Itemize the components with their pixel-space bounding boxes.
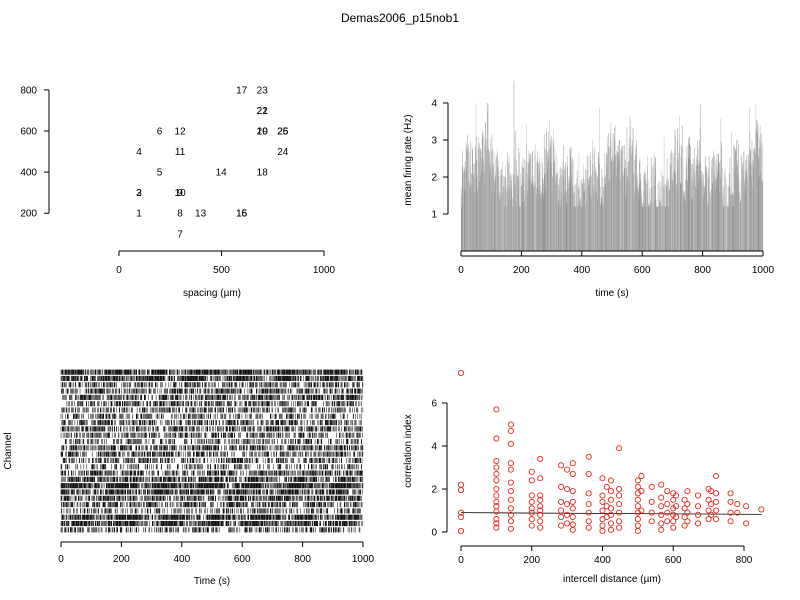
raster-rows xyxy=(60,369,364,533)
electrode-label: 14 xyxy=(216,168,228,179)
rate-x-axis-title: time (s) xyxy=(595,288,628,299)
rate-x-tick-label: 200 xyxy=(513,265,530,276)
raster-channel-row xyxy=(61,420,362,426)
electrode-layout-panel: spacing (µm) 0 500 10002004006008001234567… xyxy=(20,85,335,299)
rate-y-tick-label: 2 xyxy=(431,173,437,184)
electrode-label: 16 xyxy=(236,209,248,220)
rate-y-tick-label: 1 xyxy=(431,210,437,221)
electrode-label: 13 xyxy=(195,209,207,220)
raster-channel-row xyxy=(64,438,362,445)
electrode-label: 22 xyxy=(257,106,269,117)
electrode-label: 23 xyxy=(257,85,269,96)
electrode-label: 19 xyxy=(257,127,269,138)
raster-channel-row xyxy=(62,394,363,400)
rate-x-tick-label: 1000 xyxy=(752,265,775,276)
firing-rate-panel: time (s) mean firing rate (Hz) 0 200 400 60… xyxy=(403,80,775,299)
electrode-label: 24 xyxy=(277,147,289,158)
electrode-label: 15 xyxy=(236,209,248,220)
electrode-label: 12 xyxy=(175,127,187,138)
electrode-label: 9 xyxy=(177,188,183,199)
layout-y-tick-label: 800 xyxy=(20,85,37,96)
raster-channel-row xyxy=(61,388,363,394)
raster-channel-row xyxy=(60,413,362,419)
electrode-label: 7 xyxy=(177,229,183,240)
raster-channel-row xyxy=(60,375,364,382)
rate-x-tick-label: 800 xyxy=(694,265,711,276)
electrode-label: 8 xyxy=(177,209,183,220)
raster-channel-row xyxy=(60,432,363,438)
electrode-label: 3 xyxy=(136,188,142,199)
electrode-label: 5 xyxy=(157,168,163,179)
raster-channel-row xyxy=(60,369,363,375)
raster-channel-row xyxy=(66,401,362,407)
raster-x-axis-title: Time (s) xyxy=(194,576,230,587)
rate-x-tick-label: 0 xyxy=(458,265,464,276)
layout-x-tick-label: 1000 xyxy=(313,265,336,276)
raster-channel-row xyxy=(61,407,364,413)
electrode-label: 17 xyxy=(236,85,248,96)
rate-y-tick-label: 4 xyxy=(431,99,437,110)
layout-y-tick-label: 600 xyxy=(20,127,37,138)
layout-y-tick-label: 400 xyxy=(20,168,37,179)
spike-raster-panel: Time (s) Channel 0 200 400 600 800 1000 xyxy=(3,369,375,587)
electrode-label: 2 xyxy=(136,188,142,199)
electrode-label: 21 xyxy=(257,106,269,117)
layout-y-tick-label: 200 xyxy=(20,209,37,220)
electrode-label: 1 xyxy=(136,209,142,220)
layout-x-tick-label: 0 xyxy=(116,265,122,276)
electrode-label: 11 xyxy=(175,147,186,158)
figure-title: Demas2006_p15nob1 xyxy=(341,11,459,25)
electrode-label: 6 xyxy=(157,127,163,138)
raster-channel-row xyxy=(60,426,363,432)
rate-bars xyxy=(460,80,764,251)
rate-y-axis-title: mean firing rate (Hz) xyxy=(403,114,414,205)
raster-channel-row xyxy=(60,382,364,388)
electrode-label: 20 xyxy=(257,127,269,138)
electrode-label: 4 xyxy=(136,147,142,158)
electrode-label: 26 xyxy=(277,127,289,138)
raster-y-axis-title: Channel xyxy=(3,432,14,469)
electrode-label: 10 xyxy=(175,188,187,199)
layout-x-axis-title: spacing (µm) xyxy=(183,288,241,299)
rate-y-tick-label: 3 xyxy=(431,136,437,147)
electrode-label: 25 xyxy=(277,127,289,138)
layout-x-tick-label: 500 xyxy=(213,265,230,276)
rate-x-tick-label: 600 xyxy=(634,265,651,276)
electrode-label: 18 xyxy=(257,168,269,179)
rate-x-tick-label: 400 xyxy=(573,265,590,276)
